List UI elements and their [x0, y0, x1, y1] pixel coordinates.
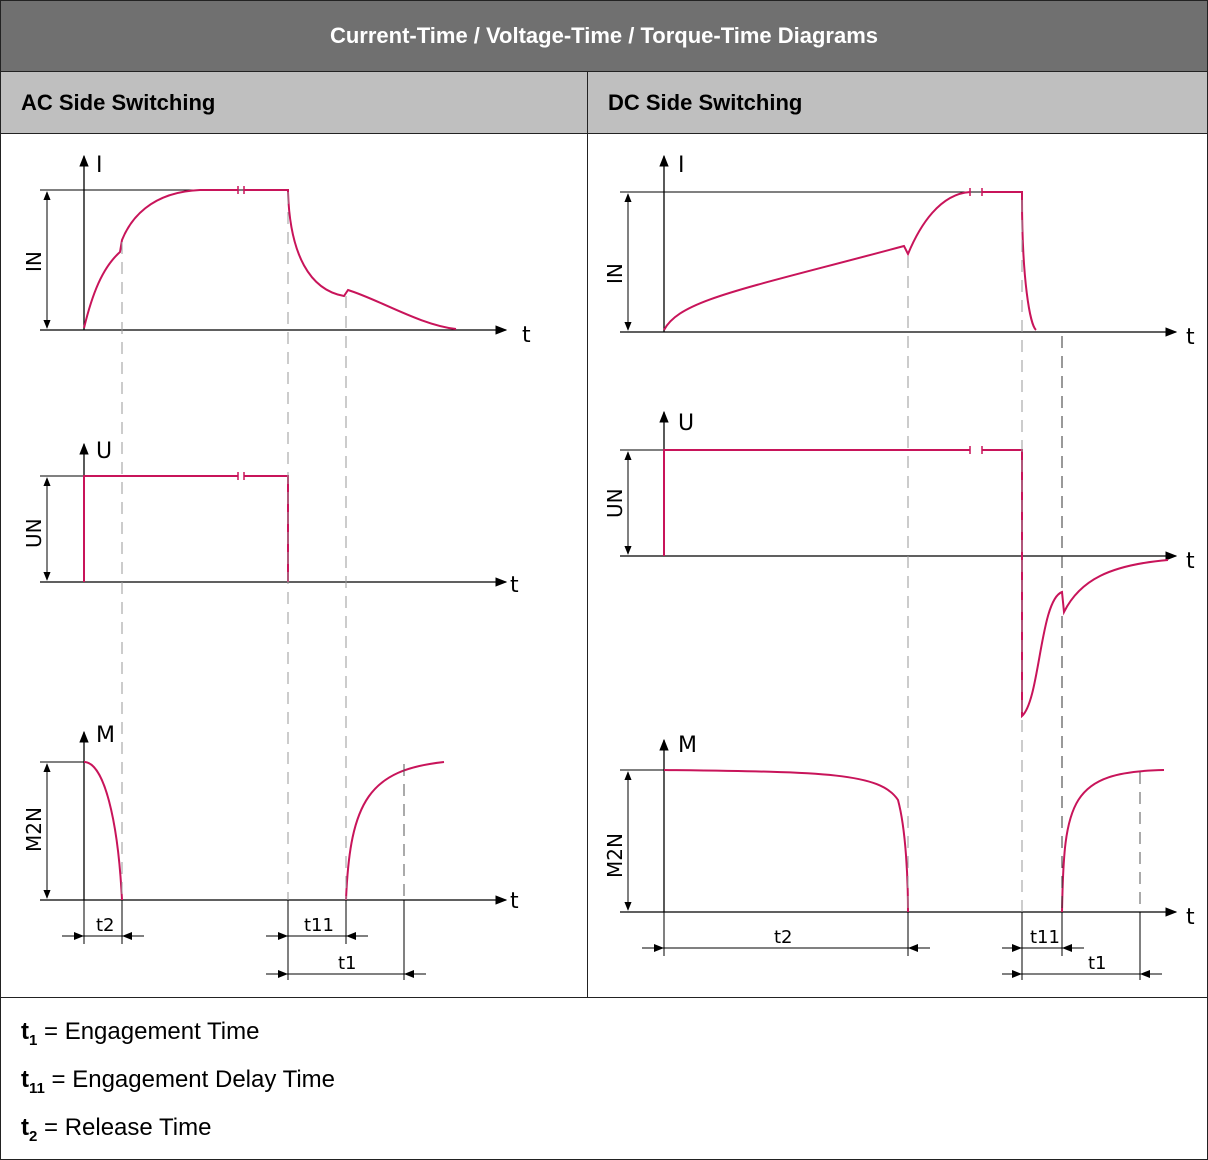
- dc-voltage-break-mark: [969, 446, 983, 454]
- ac-torque-time-label: t: [510, 889, 519, 914]
- ac-rated-voltage-label: UN: [22, 518, 46, 548]
- legend-item-t2: t2 = Release Time: [21, 1114, 212, 1145]
- ac-guide-lines: [121, 192, 405, 900]
- dc-torque-engage-curve: [1061, 769, 1165, 913]
- dc-t2-label: t2: [774, 927, 793, 948]
- ac-t2-label: t2: [96, 915, 115, 936]
- ac-current-plot: I t IN: [22, 153, 531, 348]
- table-title: Current-Time / Voltage-Time / Torque-Tim…: [329, 23, 879, 48]
- ac-time-dimensions: t2 t11 t1: [62, 900, 426, 980]
- dc-current-plot: I t IN: [603, 153, 1195, 350]
- ac-current-break-mark: [237, 186, 245, 194]
- dc-guide-lines: [907, 200, 1141, 912]
- ac-torque-plot: M t M2N: [22, 723, 519, 914]
- ac-t11-label: t11: [304, 915, 334, 936]
- ac-torque-axis-label: M: [96, 723, 115, 748]
- dc-time-dimensions: t2 t11 t1: [642, 912, 1162, 980]
- dc-voltage-axis-label: U: [678, 411, 694, 436]
- dc-voltage-time-label: t: [1186, 549, 1195, 574]
- ac-voltage-curve: [83, 475, 289, 582]
- dc-rated-voltage-label: UN: [603, 488, 627, 518]
- dc-voltage-curve: [663, 449, 1169, 719]
- dc-torque-time-label: t: [1186, 905, 1195, 930]
- ac-torque-release-curve: [83, 761, 123, 901]
- dc-rated-current-label: IN: [603, 263, 627, 284]
- dc-current-time-label: t: [1186, 325, 1195, 350]
- dc-t11-label: t11: [1030, 927, 1060, 948]
- legend-item-t11: t11 = Engagement Delay Time: [21, 1066, 336, 1097]
- dc-torque-axis-label: M: [678, 733, 697, 758]
- ac-voltage-axis-label: U: [96, 439, 112, 464]
- ac-rated-current-label: IN: [22, 251, 46, 272]
- ac-column-title: AC Side Switching: [21, 89, 216, 115]
- ac-voltage-time-label: t: [510, 573, 519, 598]
- dc-column-header: DC Side Switching: [587, 72, 1208, 134]
- ac-rated-torque-label: M2N: [22, 807, 46, 852]
- dc-current-break-mark: [969, 188, 983, 196]
- ac-voltage-break-mark: [237, 472, 245, 480]
- legend-item-t1: t1 = Engagement Time: [21, 1018, 260, 1049]
- ac-voltage-plot: U t UN: [22, 439, 519, 598]
- dc-t1-label: t1: [1088, 953, 1107, 974]
- ac-current-time-label: t: [522, 323, 531, 348]
- legend: t1 = Engagement Time t11 = Engagement De…: [0, 998, 1208, 1160]
- dc-rated-torque-label: M2N: [603, 833, 627, 878]
- dc-current-axis-label: I: [678, 153, 685, 178]
- dc-torque-plot: M t M2N: [603, 733, 1195, 930]
- ac-current-axis-label: I: [96, 153, 103, 178]
- dc-column-title: DC Side Switching: [608, 89, 803, 115]
- ac-torque-engage-curve: [345, 761, 445, 901]
- ac-column-header: AC Side Switching: [0, 72, 588, 134]
- table-title-bar: Current-Time / Voltage-Time / Torque-Tim…: [0, 0, 1208, 72]
- ac-t1-label: t1: [338, 953, 357, 974]
- dc-current-curve: [663, 191, 1037, 331]
- dc-voltage-plot: U t UN: [603, 410, 1195, 719]
- diagrams-svg: I t IN U t UN M t M2N: [22, 153, 1195, 980]
- dc-torque-release-curve: [663, 769, 909, 913]
- ac-current-curve: [83, 189, 457, 330]
